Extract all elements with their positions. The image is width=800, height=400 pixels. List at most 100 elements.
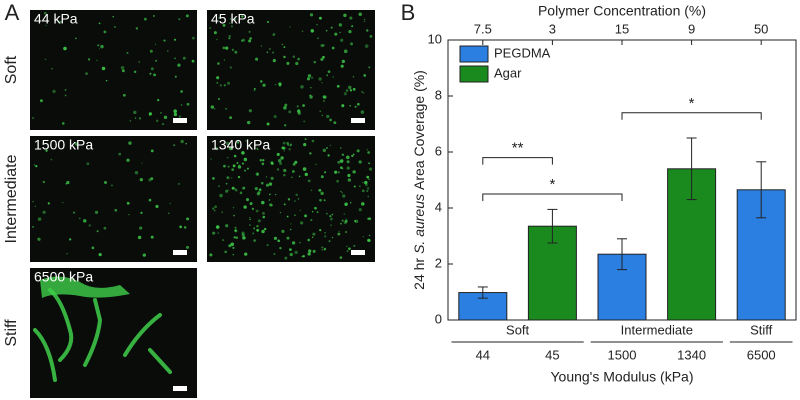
bacteria-dot: [111, 184, 113, 187]
bacteria-dot: [294, 250, 298, 255]
bacteria-dot: [286, 142, 289, 145]
bacteria-dot: [287, 198, 291, 201]
bacteria-dot: [329, 144, 331, 146]
bacteria-dot: [254, 87, 256, 90]
bacteria-dot: [323, 199, 326, 202]
scale-bar: [351, 250, 365, 255]
bacteria-dot: [87, 58, 91, 61]
bacteria-dot: [323, 95, 327, 99]
bacteria-dot: [150, 177, 154, 181]
bacteria-dot: [329, 215, 332, 218]
bacteria-dot: [103, 181, 108, 185]
bacteria-dot: [344, 219, 348, 223]
row-label: Soft: [3, 55, 20, 84]
bacteria-dot: [219, 84, 222, 87]
bacteria-dot: [240, 39, 244, 42]
bacteria-dot: [79, 217, 81, 220]
bacteria-dot: [45, 24, 47, 27]
biofilm-streak: [33, 328, 57, 382]
bacteria-dot: [339, 147, 342, 149]
bacteria-dot: [259, 80, 263, 83]
bacteria-dot: [255, 172, 259, 176]
bacteria-dot: [311, 211, 314, 213]
bacteria-dot: [273, 114, 277, 119]
x-axis-label: Young's Modulus (kPa): [550, 369, 693, 385]
bacteria-dot: [239, 191, 243, 195]
bacteria-dot: [217, 232, 220, 234]
bacteria-dot: [339, 159, 344, 164]
bacteria-dot: [326, 114, 330, 119]
bacteria-dot: [186, 217, 190, 221]
bacteria-dot: [42, 180, 45, 184]
bacteria-dot: [177, 182, 180, 185]
image-label: 1340 kPa: [211, 137, 270, 153]
bacteria-dot: [297, 198, 300, 200]
bacteria-dot: [308, 249, 312, 253]
bacteria-dot: [284, 256, 288, 260]
bacteria-dot: [358, 208, 362, 212]
bacteria-dot: [336, 84, 340, 88]
bacteria-dot: [228, 37, 231, 40]
bacteria-dot: [368, 167, 373, 171]
bacteria-dot: [265, 176, 268, 178]
bacteria-dot: [361, 91, 363, 93]
bacteria-dot: [346, 250, 349, 253]
bacteria-dot: [297, 109, 301, 113]
y-tick-label: 8: [435, 87, 442, 102]
bacteria-dot: [294, 214, 296, 216]
bacteria-dot: [314, 206, 317, 210]
bacteria-dot: [309, 94, 311, 97]
bacteria-dot: [354, 105, 357, 108]
bacteria-dot: [352, 170, 356, 174]
bacteria-dot: [343, 213, 346, 215]
bacteria-dot: [282, 146, 286, 150]
bacteria-dot: [293, 200, 296, 202]
bacteria-dot: [339, 256, 343, 259]
bacteria-dot: [263, 227, 267, 231]
bacteria-dot: [338, 230, 340, 232]
bacteria-dot: [327, 154, 330, 157]
image-label: 1500 kPa: [34, 137, 93, 153]
panel-label: B: [401, 0, 416, 25]
bacteria-dot: [262, 215, 266, 219]
y-tick-label: 10: [428, 31, 442, 46]
bacteria-dot: [32, 117, 34, 119]
bacteria-dot: [277, 239, 281, 243]
bacteria-dot: [183, 226, 187, 229]
bacteria-dot: [310, 218, 313, 222]
bacteria-dot: [309, 95, 313, 99]
row-label: Intermediate: [3, 154, 20, 243]
bacteria-dot: [186, 102, 190, 106]
bacteria-dot: [64, 89, 67, 91]
bacteria-dot: [275, 193, 277, 196]
bacteria-dot: [366, 175, 370, 179]
bacteria-dot: [287, 144, 289, 146]
bacteria-dot: [283, 106, 287, 110]
bacteria-dot: [338, 23, 343, 27]
bacteria-dot: [297, 57, 300, 61]
bacteria-dot: [329, 217, 333, 221]
top-tick-label: 15: [615, 21, 629, 36]
bacteria-dot: [233, 17, 237, 21]
bacteria-dot: [261, 229, 265, 234]
bacteria-dot: [261, 200, 265, 205]
bacteria-dot: [313, 60, 317, 64]
bar: [667, 168, 717, 321]
top-tick-label: 9: [688, 21, 695, 36]
bacteria-dot: [232, 253, 235, 256]
bacteria-dot: [266, 21, 269, 24]
bacteria-dot: [88, 224, 91, 227]
bacteria-dot: [134, 170, 139, 175]
bacteria-dot: [43, 11, 47, 15]
bacteria-dot: [320, 57, 324, 61]
bacteria-dot: [272, 34, 274, 36]
bacteria-dot: [288, 110, 292, 114]
bacteria-dot: [289, 228, 292, 231]
bacteria-dot: [223, 164, 226, 168]
bacteria-dot: [214, 147, 218, 150]
bacteria-dot: [213, 108, 216, 110]
bacteria-dot: [62, 201, 64, 204]
bacteria-dot: [368, 217, 372, 221]
top-tick-label: 50: [754, 21, 768, 36]
bacteria-dot: [273, 236, 278, 240]
